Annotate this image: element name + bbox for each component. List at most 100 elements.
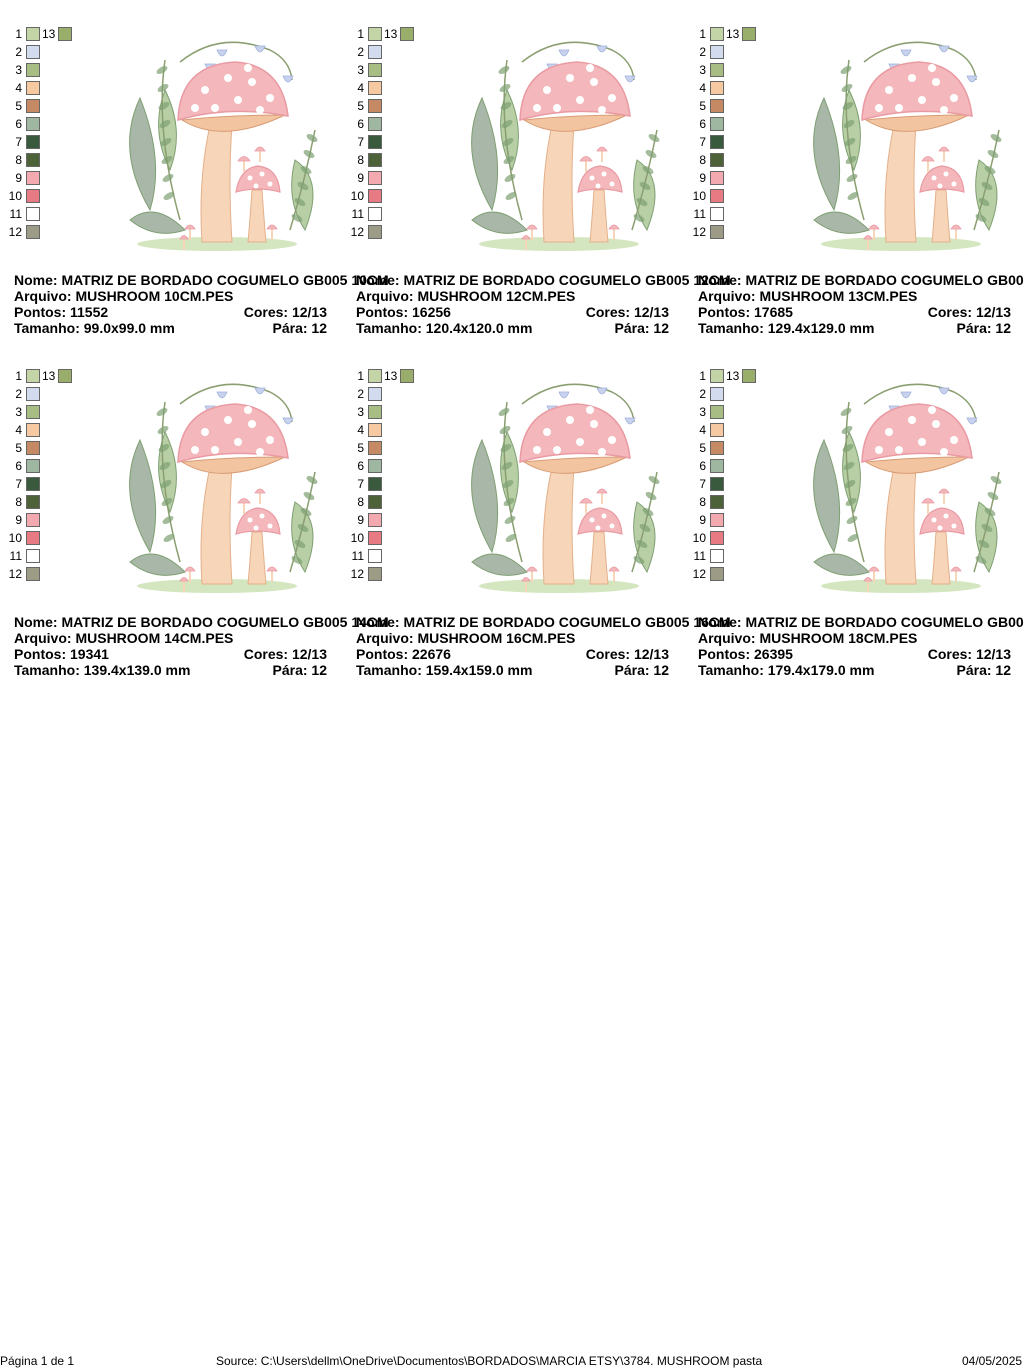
design-name-value: MATRIZ DE BORDADO COGUMELO GB005 16CM	[403, 614, 731, 630]
cap-spot	[253, 525, 259, 531]
cap-spot	[586, 406, 594, 414]
twig-leaflet	[845, 498, 857, 506]
thread-number: 3	[699, 405, 706, 419]
color-swatch	[368, 513, 382, 527]
design-entry: 1 13 2 3 4 5 6 7 8 9 10 11 12 Nome: MATRIZ DE BORDADO…	[0, 354, 389, 684]
cap-spot	[589, 175, 595, 181]
bluebell-flower	[216, 49, 228, 57]
twig-leaflet	[633, 556, 645, 564]
left-twig	[845, 401, 865, 563]
small-mushroom-stem	[589, 531, 609, 585]
cap-spot	[932, 78, 940, 86]
thread-number: 7	[699, 477, 706, 491]
color-swatch	[26, 81, 40, 95]
cap-spot	[224, 74, 232, 82]
color-swatch	[368, 423, 382, 437]
design-size-value: 99.0x99.0 mm	[83, 320, 175, 336]
color-swatch	[710, 45, 724, 59]
stitch-count-label: Pontos:	[698, 646, 751, 662]
design-name: Nome: MATRIZ DE BORDADO COGUMELO GB005 1…	[698, 272, 1024, 288]
left-leaf	[158, 430, 177, 514]
tiny-mushroom-cap	[950, 224, 962, 230]
color-swatch	[368, 459, 382, 473]
thread-number: 2	[699, 387, 706, 401]
color-count: Cores: 12/13	[851, 304, 1011, 320]
color-swatch	[368, 153, 382, 167]
twig-leaflet	[642, 508, 654, 516]
mushroom-gills	[180, 456, 286, 474]
design-size-label: Tamanho:	[698, 662, 764, 678]
stop-count: Pára: 12	[851, 320, 1012, 336]
bottom-left-leaf	[813, 553, 870, 576]
color-swatch	[26, 423, 40, 437]
tiny-mushroom-cap	[921, 156, 935, 162]
thread-number: 1	[357, 27, 364, 41]
thread-number: 7	[357, 477, 364, 491]
left-large-leaf	[129, 96, 157, 212]
tiny-mushroom-cap	[868, 224, 880, 230]
color-swatch	[368, 63, 382, 77]
twig-leaflet	[160, 138, 172, 146]
twig-leaflet	[505, 534, 517, 542]
twig-leaflet	[844, 480, 856, 488]
design-file: Arquivo: MUSHROOM 16CM.PES	[356, 630, 575, 646]
twig-leaflet	[502, 480, 514, 488]
twig-leaflet	[840, 66, 852, 74]
twig-leaflet	[639, 524, 651, 532]
small-mushroom-stem	[247, 189, 267, 243]
twig-leaflet	[844, 138, 856, 146]
design-file-label: Arquivo:	[698, 630, 756, 646]
cap-spot	[248, 420, 256, 428]
twig-leaflet	[294, 540, 306, 548]
tiny-mushroom-cap	[184, 566, 196, 572]
cap-spot	[266, 94, 274, 102]
color-swatch	[400, 27, 414, 41]
twig-leaflet	[499, 426, 511, 434]
cap-spot	[601, 171, 607, 177]
cap-spot	[201, 86, 209, 94]
cap-spot	[932, 420, 940, 428]
bluebell-flower	[938, 387, 950, 395]
color-swatch	[710, 513, 724, 527]
cap-spot	[191, 446, 199, 454]
twig-leaflet	[987, 492, 999, 500]
color-swatch	[26, 387, 40, 401]
design-file-label: Arquivo:	[698, 288, 756, 304]
cap-spot	[908, 74, 916, 82]
color-swatch	[710, 495, 724, 509]
twig-leaflet	[633, 214, 645, 222]
bottom-left-leaf	[471, 211, 528, 234]
twig-leaflet	[845, 156, 857, 164]
cap-spot	[543, 86, 551, 94]
design-entry: 1 13 2 3 4 5 6 7 8 9 10 11 12 Nome: MATRIZ DE BORDADO…	[342, 12, 731, 342]
cap-spot	[918, 438, 926, 446]
twig-leaflet	[306, 476, 318, 484]
color-swatch	[368, 405, 382, 419]
twig-leaflet	[846, 174, 858, 182]
color-swatch	[368, 549, 382, 563]
design-file-label: Arquivo:	[356, 630, 414, 646]
twig-leaflet	[648, 134, 660, 142]
thread-number: 1	[699, 27, 706, 41]
thread-number: 6	[357, 117, 364, 131]
color-swatch	[742, 369, 756, 383]
thread-number: 3	[699, 63, 706, 77]
thread-number: 4	[699, 81, 706, 95]
cap-spot	[247, 175, 253, 181]
tiny-mushroom-cap	[184, 224, 196, 230]
bluebell-flower	[596, 387, 608, 395]
cap-spot	[267, 523, 273, 529]
color-swatch	[26, 495, 40, 509]
twig-leaflet	[162, 174, 174, 182]
tiny-mushroom-cap	[608, 224, 620, 230]
design-name-value: MATRIZ DE BORDADO COGUMELO GB005 14CM	[61, 614, 389, 630]
cap-spot	[533, 104, 541, 112]
design-size-value: 129.4x129.0 mm	[767, 320, 875, 336]
twig-leaflet	[156, 408, 168, 416]
twig-leaflet	[500, 102, 512, 110]
cap-spot	[951, 523, 957, 529]
twig-leaflet	[984, 166, 996, 174]
color-swatch	[26, 513, 40, 527]
thread-number: 6	[15, 117, 22, 131]
bluebell-flower	[254, 45, 266, 53]
